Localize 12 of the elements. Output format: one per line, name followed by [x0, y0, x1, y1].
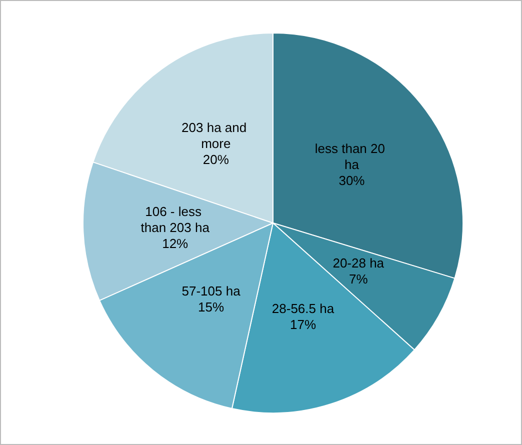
- slice-label: 20-28 ha: [332, 256, 385, 271]
- slice-label: 106 - less than 203 ha: [140, 204, 210, 236]
- data-label: 17%: [290, 316, 316, 332]
- data-label: 15%: [198, 299, 224, 314]
- data-label: 20%: [202, 152, 230, 167]
- data-label: 30%: [338, 173, 366, 188]
- slice-label: 28-56.5 ha: [272, 300, 335, 316]
- data-label: 12%: [162, 236, 189, 252]
- slice-label: 203 ha and more: [182, 120, 250, 151]
- slice-label: 57-105 ha: [182, 283, 242, 298]
- slice-label: less than 20 ha: [314, 141, 389, 172]
- data-label: 7%: [348, 272, 368, 287]
